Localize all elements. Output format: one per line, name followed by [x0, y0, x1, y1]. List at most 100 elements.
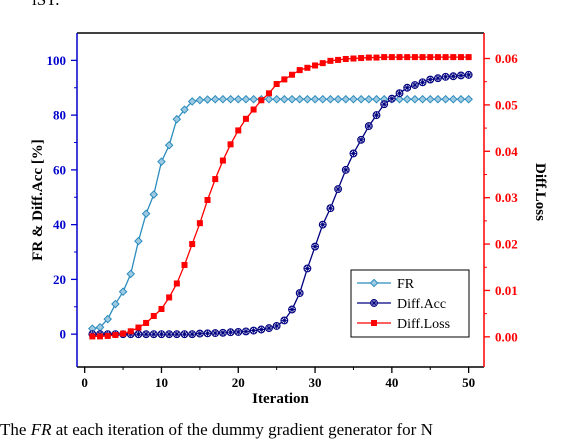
y-right-tick-label: 0.05	[495, 97, 518, 112]
data-point-diff-acc-cross	[380, 100, 388, 108]
x-tick-label: 20	[232, 375, 245, 390]
data-point-diff-loss	[465, 54, 472, 61]
data-point-diff-acc-cross	[350, 150, 357, 157]
y-left-tick-label: 0	[60, 327, 67, 342]
data-point-diff-acc-cross	[135, 330, 142, 338]
data-point-fr	[318, 94, 328, 104]
data-point-diff-loss	[396, 54, 403, 61]
data-point-diff-acc-cross	[181, 330, 188, 338]
data-point-diff-loss	[127, 328, 134, 335]
data-point-diff-loss	[135, 324, 142, 331]
y-left-tick-label: 40	[53, 217, 66, 232]
data-point-diff-loss	[442, 54, 449, 61]
data-point-diff-acc-cross	[327, 204, 334, 212]
data-point-fr	[149, 190, 159, 199]
legend-label-diff-acc: Diff.Acc	[397, 297, 446, 312]
data-point-diff-acc-cross	[234, 328, 242, 336]
x-tick-label: 0	[81, 375, 88, 390]
legend-marker-fr	[369, 278, 379, 288]
data-point-diff-loss	[281, 76, 288, 83]
data-point-diff-acc-cross	[411, 81, 419, 89]
data-point-diff-loss	[235, 127, 242, 134]
data-point-diff-acc-cross	[280, 317, 288, 324]
data-point-diff-loss	[411, 54, 418, 61]
data-point-diff-acc-cross	[465, 71, 473, 79]
data-point-fr	[349, 94, 358, 104]
legend-marker-diff-acc-cross	[370, 299, 378, 307]
data-point-diff-acc-cross	[196, 330, 204, 337]
data-point-fr	[195, 95, 205, 105]
data-point-fr	[180, 105, 189, 114]
data-point-diff-acc-cross	[242, 328, 250, 335]
data-point-diff-acc-cross	[396, 89, 403, 97]
data-point-fr	[241, 94, 251, 104]
data-point-diff-acc-cross	[288, 306, 296, 313]
data-point-diff-loss	[97, 333, 104, 340]
data-point-diff-acc-cross	[303, 265, 311, 272]
data-point-diff-loss	[350, 55, 357, 62]
data-point-diff-loss	[342, 55, 349, 62]
legend-label-fr: FR	[397, 277, 415, 292]
data-point-diff-loss	[335, 56, 342, 63]
data-point-diff-loss	[104, 332, 111, 339]
data-point-diff-loss	[373, 54, 380, 61]
x-axis-label: Iteration	[252, 391, 309, 407]
data-point-diff-loss	[388, 54, 395, 61]
data-point-diff-loss	[112, 331, 119, 338]
y-right-tick-label: 0.03	[495, 190, 518, 205]
data-point-diff-acc-cross	[426, 76, 434, 83]
data-point-fr	[187, 97, 197, 106]
data-point-fr	[218, 94, 228, 104]
data-point-diff-loss	[250, 106, 257, 113]
y-left-tick-label: 20	[53, 272, 66, 287]
data-point-diff-loss	[427, 54, 434, 61]
data-point-diff-loss	[166, 294, 173, 301]
data-point-fr	[433, 94, 443, 104]
data-point-diff-loss	[181, 261, 188, 268]
data-point-diff-loss	[158, 306, 165, 313]
data-point-fr	[464, 94, 473, 104]
data-point-diff-loss	[327, 57, 334, 64]
data-point-diff-loss	[258, 97, 265, 104]
x-tick-label: 10	[155, 375, 168, 390]
data-point-diff-acc-cross	[319, 221, 327, 229]
data-point-fr	[326, 94, 335, 104]
data-point-fr	[226, 94, 235, 104]
data-point-fr	[203, 95, 212, 104]
data-point-fr	[233, 94, 243, 104]
data-point-diff-acc-cross	[158, 330, 165, 338]
figure-caption: The FR at each iteration of the dummy gr…	[0, 420, 433, 440]
data-point-diff-loss	[365, 54, 372, 61]
x-tick-label: 50	[462, 375, 475, 390]
data-point-diff-loss	[265, 90, 272, 97]
data-point-fr	[111, 299, 120, 309]
data-point-diff-acc-cross	[257, 326, 265, 333]
data-point-diff-loss	[273, 81, 280, 88]
data-point-fr	[264, 94, 274, 104]
data-point-diff-loss	[212, 176, 219, 183]
data-point-diff-loss	[204, 197, 211, 204]
data-point-fr	[280, 94, 289, 104]
data-point-diff-loss	[381, 54, 388, 61]
y-right-tick-label: 0.04	[495, 144, 518, 159]
data-point-fr	[134, 236, 143, 246]
data-point-diff-loss	[143, 319, 150, 326]
data-point-diff-loss	[404, 54, 411, 61]
data-point-fr	[356, 94, 366, 104]
data-point-diff-loss	[150, 312, 157, 319]
y-right-axis-label: Diff.Loss	[532, 163, 548, 221]
data-point-diff-loss	[312, 62, 319, 69]
data-point-diff-acc-cross	[204, 329, 211, 337]
data-point-diff-loss	[196, 220, 203, 227]
data-point-diff-acc-cross	[434, 74, 442, 82]
data-point-diff-loss	[219, 157, 226, 164]
legend-marker-diff-loss	[370, 319, 377, 326]
y-left-tick-label: 60	[53, 162, 66, 177]
data-point-diff-acc-cross	[219, 329, 227, 337]
data-point-fr	[372, 94, 381, 104]
data-point-fr	[456, 94, 466, 104]
data-point-diff-acc-cross	[457, 72, 465, 79]
data-point-fr	[157, 157, 166, 166]
data-point-fr	[410, 94, 420, 104]
y-right-tick-label: 0.02	[495, 237, 518, 252]
